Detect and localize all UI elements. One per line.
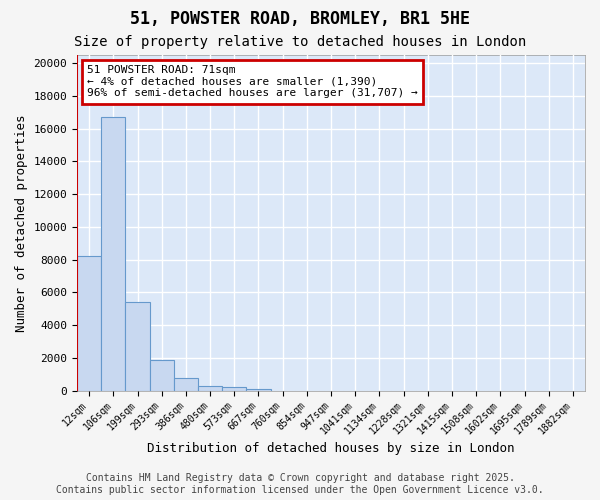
Text: Size of property relative to detached houses in London: Size of property relative to detached ho…: [74, 35, 526, 49]
Text: Contains HM Land Registry data © Crown copyright and database right 2025.
Contai: Contains HM Land Registry data © Crown c…: [56, 474, 544, 495]
Bar: [77, 256, 101, 390]
Text: 51 POWSTER ROAD: 71sqm
← 4% of detached houses are smaller (1,390)
96% of semi-d: 51 POWSTER ROAD: 71sqm ← 4% of detached …: [87, 65, 418, 98]
Bar: [198, 386, 222, 390]
Bar: [222, 388, 247, 390]
Text: 51, POWSTER ROAD, BROMLEY, BR1 5HE: 51, POWSTER ROAD, BROMLEY, BR1 5HE: [130, 10, 470, 28]
Bar: [101, 117, 125, 390]
Bar: [149, 360, 174, 390]
X-axis label: Distribution of detached houses by size in London: Distribution of detached houses by size …: [147, 442, 515, 455]
Y-axis label: Number of detached properties: Number of detached properties: [15, 114, 28, 332]
Bar: [247, 389, 271, 390]
Bar: [125, 302, 149, 390]
Bar: [174, 378, 198, 390]
